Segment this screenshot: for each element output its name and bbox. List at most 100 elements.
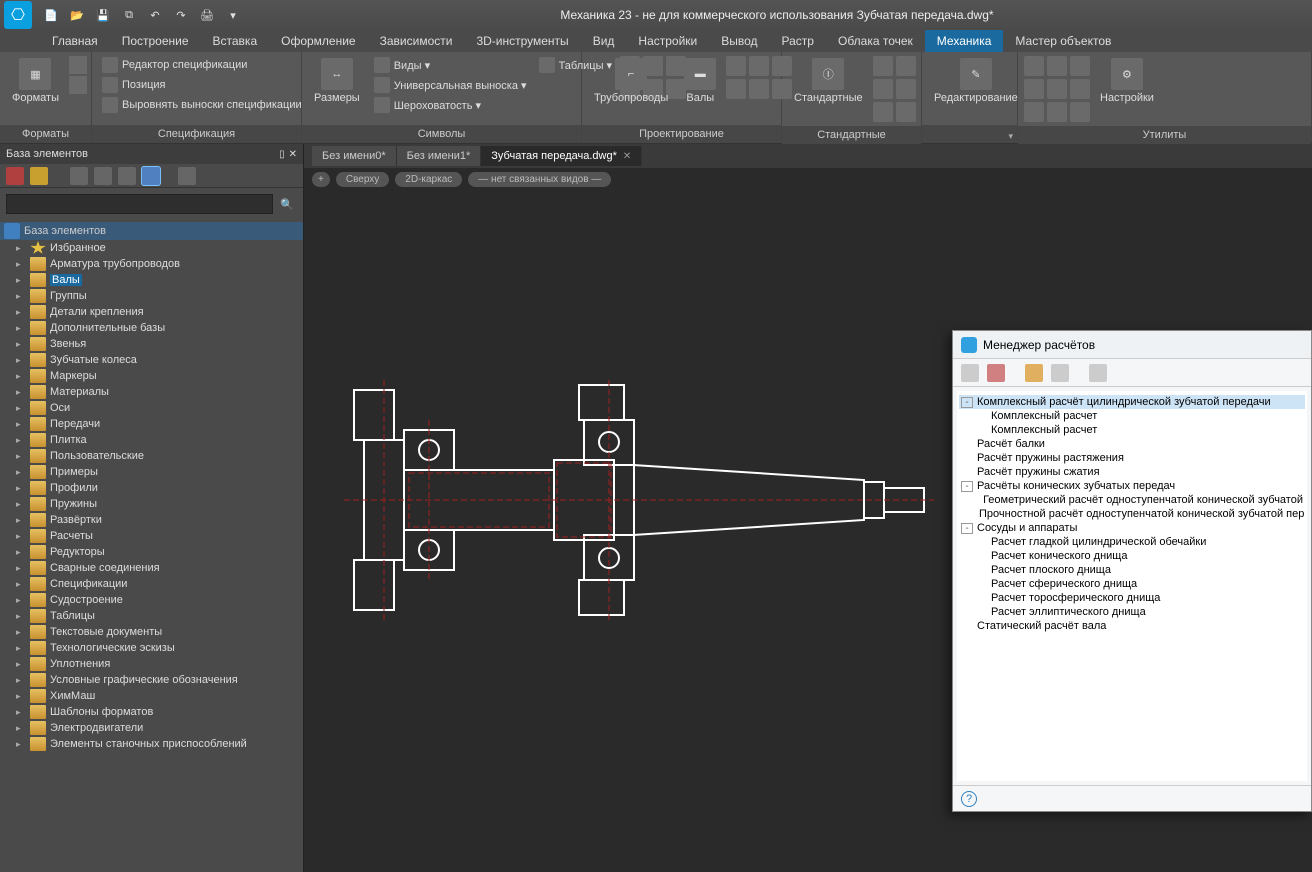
dropdown-icon[interactable]: ▾ — [222, 4, 244, 26]
document-tab[interactable]: Без имени1* — [397, 146, 482, 166]
search-input[interactable] — [6, 194, 273, 214]
tree-item[interactable]: ▸Технологические эскизы — [0, 640, 303, 656]
standard-button[interactable]: ⒾСтандартные — [788, 56, 869, 106]
calc-tree-item[interactable]: Комплексный расчет — [959, 423, 1305, 437]
expand-icon[interactable]: ▸ — [16, 707, 26, 718]
expand-icon[interactable]: ▸ — [16, 355, 26, 366]
calc-tree-item[interactable]: Комплексный расчет — [959, 409, 1305, 423]
expand-icon[interactable]: ▸ — [16, 435, 26, 446]
expand-icon[interactable]: ▸ — [16, 691, 26, 702]
util-icon[interactable] — [1024, 79, 1044, 99]
expand-icon[interactable]: ▸ — [16, 643, 26, 654]
formats-button[interactable]: ▦ Форматы — [6, 56, 65, 106]
expand-icon[interactable]: - — [961, 481, 973, 492]
dialog-titlebar[interactable]: Менеджер расчётов — [953, 331, 1311, 359]
expand-icon[interactable]: - — [961, 523, 973, 534]
menu-tab[interactable]: Вид — [581, 30, 627, 52]
new-icon[interactable]: 📄 — [40, 4, 62, 26]
tree-item[interactable]: ▸Условные графические обозначения — [0, 672, 303, 688]
open-icon[interactable]: 📂 — [66, 4, 88, 26]
expand-icon[interactable]: ▸ — [16, 483, 26, 494]
document-tab[interactable]: Зубчатая передача.dwg*✕ — [481, 146, 642, 166]
tree-root[interactable]: База элементов — [0, 222, 303, 240]
save-icon[interactable]: 💾 — [92, 4, 114, 26]
tree-item[interactable]: ▸Спецификации — [0, 576, 303, 592]
util-icon[interactable] — [1024, 56, 1044, 76]
tree-item[interactable]: ▸Плитка — [0, 432, 303, 448]
calc-tree[interactable]: -Комплексный расчёт цилиндрической зубча… — [957, 391, 1307, 781]
calc-tree-item[interactable]: -Расчёты конических зубчатых передач — [959, 479, 1305, 493]
expand-icon[interactable]: ▸ — [16, 595, 26, 606]
tree-item[interactable]: ▸Зубчатые колеса — [0, 352, 303, 368]
menu-tab[interactable]: 3D-инструменты — [464, 30, 580, 52]
tree-item[interactable]: ▸Маркеры — [0, 368, 303, 384]
expand-icon[interactable]: ▸ — [16, 451, 26, 462]
toolbar-icon[interactable] — [178, 167, 196, 185]
tree-item[interactable]: ▸Профили — [0, 480, 303, 496]
tree-item[interactable]: ▸Избранное — [0, 240, 303, 256]
menu-tab[interactable]: Растр — [770, 30, 826, 52]
ribbon-command[interactable]: Редактор спецификации — [98, 56, 306, 74]
expand-icon[interactable]: ▸ — [16, 627, 26, 638]
expand-icon[interactable]: ▸ — [16, 259, 26, 270]
view-pill[interactable]: 2D-каркас — [395, 172, 462, 187]
menu-tab[interactable]: Облака точек — [826, 30, 925, 52]
std-icon[interactable] — [896, 56, 916, 76]
tree-item[interactable]: ▸Судостроение — [0, 592, 303, 608]
drawing-canvas[interactable]: Комплексный расчет Менеджер расчётов -Ко… — [304, 190, 1312, 872]
expand-icon[interactable]: ▸ — [16, 291, 26, 302]
expand-icon[interactable]: ▸ — [16, 403, 26, 414]
menu-tab[interactable]: Механика — [925, 30, 1004, 52]
toolbar-icon[interactable] — [30, 167, 48, 185]
expand-icon[interactable]: ▸ — [16, 275, 26, 286]
toolbar-icon[interactable] — [142, 167, 160, 185]
design-icon[interactable] — [749, 79, 769, 99]
tree-item[interactable]: ▸Примеры — [0, 464, 303, 480]
expand-icon[interactable]: ▸ — [16, 499, 26, 510]
view-pill[interactable]: — нет связанных видов — — [468, 172, 611, 187]
std-icon[interactable] — [873, 79, 893, 99]
expand-icon[interactable]: ▸ — [16, 307, 26, 318]
search-icon[interactable]: 🔍 — [277, 194, 297, 214]
print-icon[interactable]: 🖨 — [196, 4, 218, 26]
tree-item[interactable]: ▸Редукторы — [0, 544, 303, 560]
std-icon[interactable] — [896, 79, 916, 99]
expand-icon[interactable]: ▸ — [16, 339, 26, 350]
tree-item[interactable]: ▸Валы — [0, 272, 303, 288]
calc-tree-item[interactable]: Геометрический расчёт одноступенчатой ко… — [959, 493, 1305, 507]
ribbon-command[interactable]: Виды ▾ — [370, 56, 531, 74]
expand-icon[interactable]: - — [961, 397, 973, 408]
design-icon[interactable] — [749, 56, 769, 76]
expand-icon[interactable]: ▸ — [16, 419, 26, 430]
util-icon[interactable] — [1070, 102, 1090, 122]
format-small-1-icon[interactable] — [69, 56, 87, 74]
ribbon-command[interactable]: Универсальная выноска ▾ — [370, 76, 531, 94]
expand-icon[interactable]: ▸ — [16, 371, 26, 382]
tree-item[interactable]: ▸Передачи — [0, 416, 303, 432]
tree-item[interactable]: ▸Арматура трубопроводов — [0, 256, 303, 272]
calc-tree-item[interactable]: Статический расчёт вала — [959, 619, 1305, 633]
tree-item[interactable]: ▸Материалы — [0, 384, 303, 400]
shafts-button[interactable]: ▬Валы — [678, 56, 722, 106]
calc-tree-item[interactable]: -Комплексный расчёт цилиндрической зубча… — [959, 395, 1305, 409]
document-tab[interactable]: Без имени0* — [312, 146, 397, 166]
calc-delete-icon[interactable] — [987, 364, 1005, 382]
expand-icon[interactable]: ▸ — [16, 515, 26, 526]
expand-icon[interactable]: ▸ — [16, 547, 26, 558]
util-icon[interactable] — [1047, 79, 1067, 99]
menu-tab[interactable]: Вставка — [201, 30, 270, 52]
tree-item[interactable]: ▸Элементы станочных приспособлений — [0, 736, 303, 752]
tree-item[interactable]: ▸Детали крепления — [0, 304, 303, 320]
util-icon[interactable] — [1047, 102, 1067, 122]
calc-tree-item[interactable]: Расчет эллиптического днища — [959, 605, 1305, 619]
expand-icon[interactable]: ▸ — [16, 531, 26, 542]
expand-icon[interactable]: ▸ — [16, 579, 26, 590]
expand-icon[interactable]: ▸ — [16, 723, 26, 734]
close-icon[interactable]: ✕ — [289, 149, 297, 160]
calc-tree-item[interactable]: Расчёт пружины растяжения — [959, 451, 1305, 465]
redo-icon[interactable]: ↷ — [170, 4, 192, 26]
calc-tree-item[interactable]: -Сосуды и аппараты — [959, 521, 1305, 535]
calc-tree-item[interactable]: Расчет конического днища — [959, 549, 1305, 563]
tree-item[interactable]: ▸ХимМаш — [0, 688, 303, 704]
tree-item[interactable]: ▸Текстовые документы — [0, 624, 303, 640]
